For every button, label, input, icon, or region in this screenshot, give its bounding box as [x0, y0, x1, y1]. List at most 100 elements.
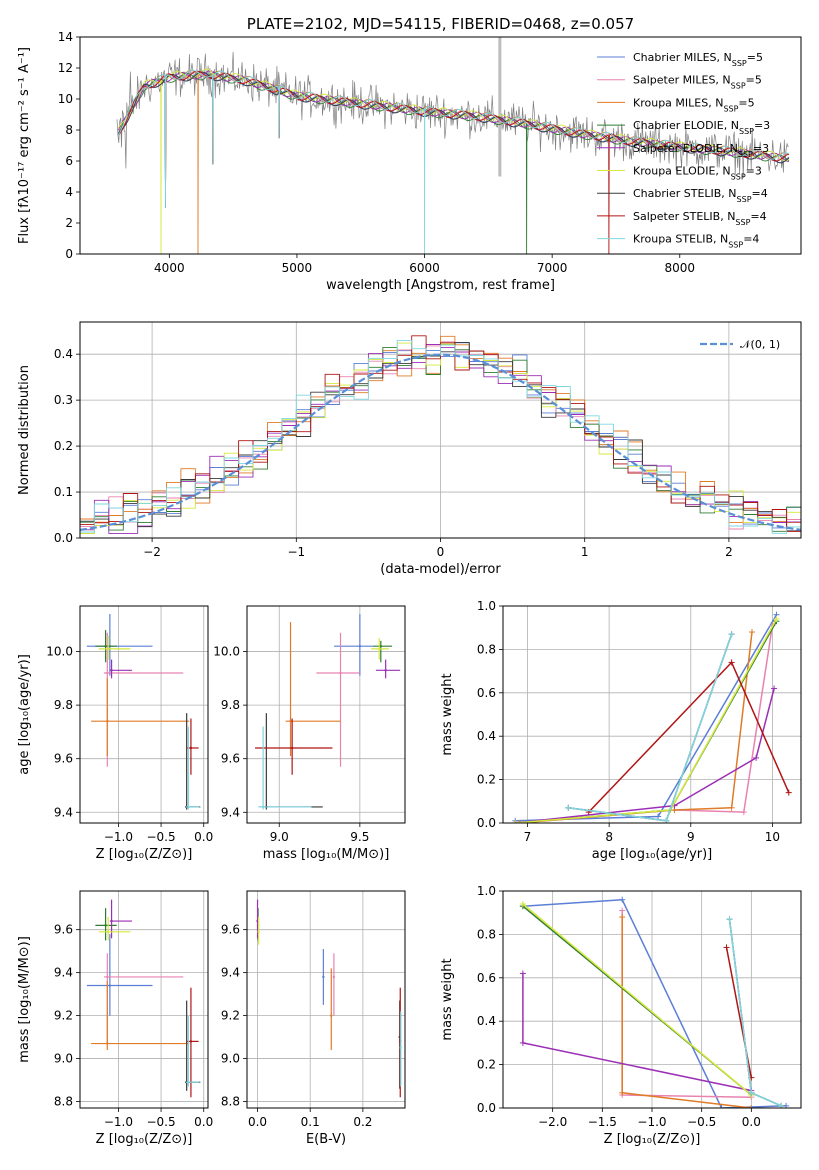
- y-axis-label: Normed distribution: [17, 365, 32, 495]
- y-tick-label: 8.8: [221, 1095, 240, 1109]
- legend-label: Chabrier STELIB, NSSP=4: [633, 187, 768, 204]
- data-point: [104, 924, 107, 927]
- y-tick-label: 8.8: [54, 1095, 73, 1109]
- weight-line-6: [728, 919, 782, 1107]
- data-point: [106, 975, 109, 979]
- y-tick-label: 9.6: [221, 923, 240, 937]
- legend-label: 𝒩(0, 1): [740, 338, 780, 351]
- y-tick-label: 12: [58, 61, 73, 75]
- x-tick-label: 0.0: [194, 830, 213, 844]
- data-point: [261, 805, 265, 809]
- legend-label-part: Salpeter ELODIE, N: [633, 142, 738, 155]
- x-tick-label: 9: [687, 830, 695, 844]
- legend: 𝒩(0, 1): [700, 338, 780, 351]
- y-tick-label: 6: [65, 154, 73, 168]
- axes-2: −1.0 −0.5 0.0 9.4 9.6 9.8 10.0 Z [log₁₀(Z/Z⊙)] a…: [17, 605, 213, 862]
- x-tick-label: −0.5: [687, 1115, 716, 1129]
- plot-area-3: [255, 614, 401, 810]
- x-tick-label: −2.0: [538, 1115, 567, 1129]
- plot-area-0: [116, 37, 790, 254]
- y-tick-label: 9.4: [54, 966, 73, 980]
- data-point: [108, 984, 112, 987]
- x-tick-label: 5000: [282, 261, 313, 275]
- x-tick-label: 0.0: [194, 1115, 213, 1129]
- y-tick-label: 8: [65, 123, 73, 137]
- weight-line-4: [515, 688, 775, 823]
- axes-4: 7 8 9 10 0.0 0.2 0.4 0.6 0.8 1.0 age [log₁₀(age/yr…: [440, 599, 802, 862]
- data-point: [332, 975, 336, 979]
- data-point: [358, 644, 362, 648]
- y-tick-label: 4: [65, 185, 73, 199]
- weight-line-0: [515, 614, 778, 822]
- x-tick-label: −1: [287, 545, 305, 559]
- data-point: [290, 746, 294, 750]
- gaussian-curve: [80, 353, 801, 531]
- x-axis-label: (data-model)/error: [380, 562, 501, 577]
- y-axis-label: mass weight: [440, 673, 455, 755]
- legend-label-part: SSP: [723, 104, 738, 113]
- y-tick-label: 0.0: [477, 816, 496, 830]
- legend-label-part: SSP: [737, 195, 752, 204]
- y-tick-label: 9.6: [221, 752, 240, 766]
- x-tick-label: 7: [524, 830, 532, 844]
- y-tick-label: 0.8: [477, 927, 496, 941]
- x-tick-label: 8000: [664, 261, 695, 275]
- data-point: [257, 930, 260, 934]
- x-tick-label: −1.5: [588, 1115, 617, 1129]
- axes-6: 0.0 0.1 0.2 8.8 9.0 9.2 9.4 9.6 E(B-V): [221, 890, 406, 1147]
- legend-label-part: Chabrier ELODIE, N: [633, 119, 739, 132]
- x-tick-label: 9.5: [350, 830, 369, 844]
- legend-label-part: SSP: [735, 217, 750, 226]
- axes-frame: [79, 36, 802, 255]
- data-point: [104, 644, 107, 648]
- data-point: [187, 1081, 190, 1084]
- axes-frame: [79, 890, 209, 1109]
- data-point: [106, 671, 109, 675]
- y-tick-label: 0.0: [54, 531, 73, 545]
- legend-label-part: =5: [738, 96, 754, 109]
- data-point: [189, 746, 193, 750]
- y-tick-label: 9.8: [221, 698, 240, 712]
- data-point: [322, 975, 325, 979]
- x-tick-label: −1.0: [637, 1115, 666, 1129]
- y-tick-label: 9.4: [221, 805, 240, 819]
- x-tick-label: −1.0: [104, 1115, 133, 1129]
- y-tick-label: 9.2: [54, 1009, 73, 1023]
- legend-label-part: =4: [750, 210, 766, 223]
- weight-line-4: [522, 973, 752, 1092]
- y-tick-label: 0.1: [54, 485, 73, 499]
- data-point: [399, 1046, 402, 1050]
- legend-label-part: Salpeter MILES, N: [633, 74, 731, 87]
- x-tick-label: 2: [725, 545, 733, 559]
- x-axis-label: E(B-V): [306, 1132, 346, 1147]
- y-tick-label: 0.6: [477, 686, 496, 700]
- y-tick-label: 9.4: [221, 966, 240, 980]
- y-tick-label: 1.0: [477, 884, 496, 898]
- y-tick-label: 9.2: [221, 1009, 240, 1023]
- data-point: [189, 1040, 193, 1043]
- legend-label-part: SSP: [728, 240, 743, 249]
- legend-label: Salpeter ELODIE, NSSP=3: [633, 142, 769, 159]
- chart-title: PLATE=2102, MJD=54115, FIBERID=0468, z=0…: [247, 15, 634, 33]
- weight-line-7: [588, 661, 790, 813]
- y-axis-label: age [log₁₀(age/yr)]: [17, 654, 32, 775]
- y-tick-label: 0.2: [477, 773, 496, 787]
- legend-label: Kroupa STELIB, NSSP=4: [633, 233, 759, 250]
- y-tick-label: 9.8: [54, 698, 73, 712]
- y-tick-label: 0: [65, 247, 73, 261]
- data-spectrum: [116, 51, 789, 179]
- legend-label-part: =3: [746, 165, 762, 178]
- weight-line-5: [522, 903, 752, 1096]
- plot-area-4: [512, 611, 792, 823]
- x-tick-label: 1: [581, 545, 589, 559]
- x-axis-label: wavelength [Angstrom, rest frame]: [326, 278, 555, 293]
- x-tick-label: 0.0: [742, 1115, 761, 1129]
- x-tick-label: 7000: [537, 261, 568, 275]
- legend-label: Kroupa ELODIE, NSSP=3: [633, 165, 762, 182]
- legend-label-part: Kroupa ELODIE, N: [633, 165, 731, 178]
- y-tick-label: 0.8: [477, 642, 496, 656]
- y-axis-label: mass [log₁₀(M/M⊙)]: [17, 936, 32, 1063]
- axes-1: −2 −1 0 1 2 0.0 0.1 0.2 0.3 0.4 (data-model)/error…: [17, 321, 802, 577]
- legend-label: Salpeter STELIB, NSSP=4: [633, 210, 767, 227]
